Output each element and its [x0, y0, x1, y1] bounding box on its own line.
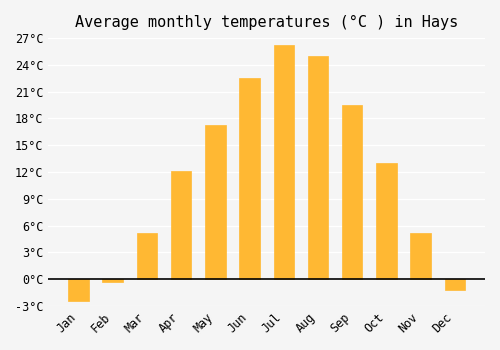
Bar — [68, 279, 88, 301]
Bar — [102, 279, 123, 282]
Bar — [410, 233, 431, 279]
Bar — [308, 56, 328, 279]
Bar — [444, 279, 465, 290]
Bar — [136, 233, 157, 279]
Bar — [342, 105, 362, 279]
Bar — [240, 78, 260, 279]
Bar — [376, 163, 396, 279]
Title: Average monthly temperatures (°C ) in Hays: Average monthly temperatures (°C ) in Ha… — [75, 15, 458, 30]
Bar — [171, 171, 192, 279]
Bar — [274, 45, 294, 279]
Bar — [205, 125, 226, 279]
